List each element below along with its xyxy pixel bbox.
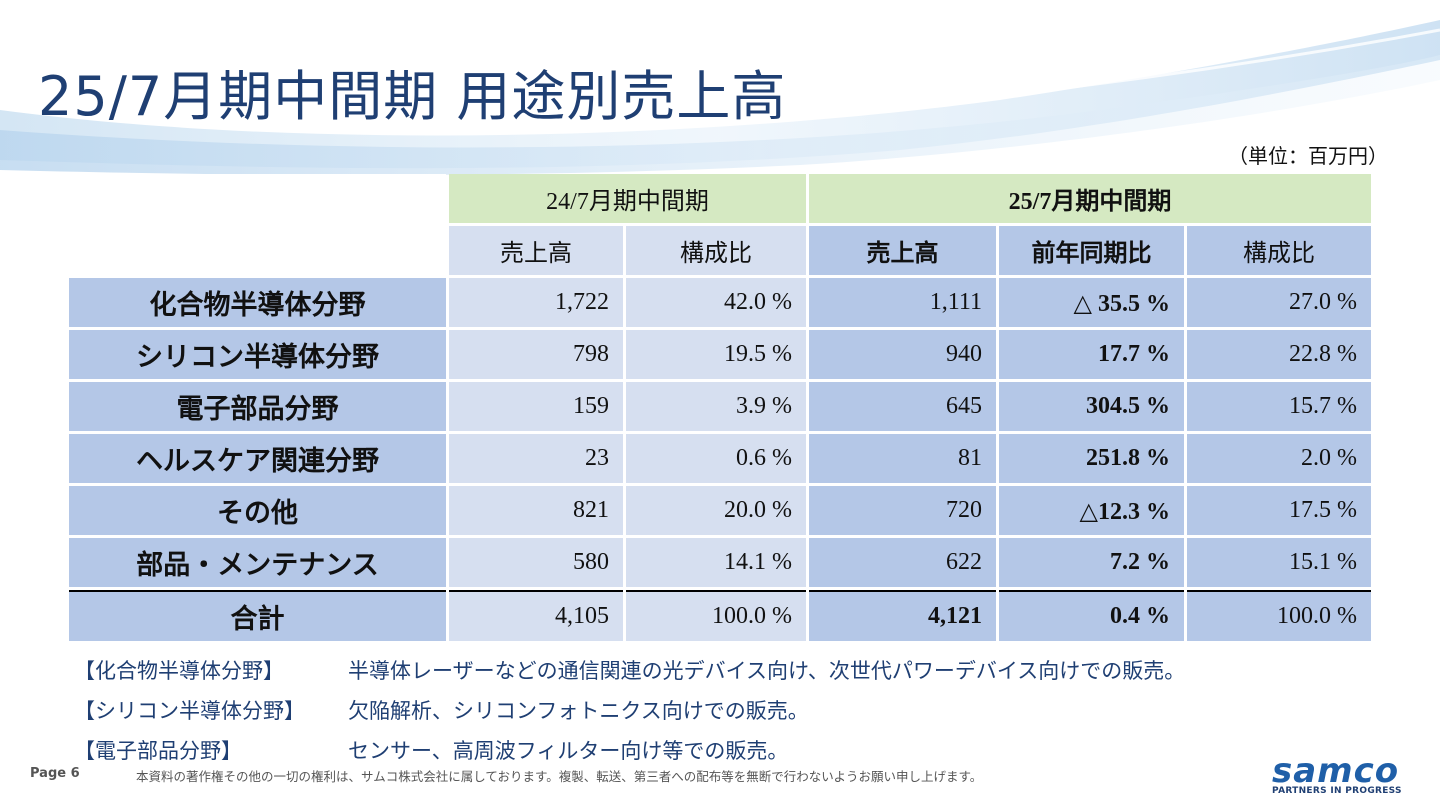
note-item: 【シリコン半導体分野】 欠陥解析、シリコンフォトニクス向けでの販売。 <box>74 690 1185 730</box>
prev-sales-cell: 159 <box>449 382 623 431</box>
curr-ratio-cell: 15.7 % <box>1187 382 1371 431</box>
empty-corner-cell <box>69 226 446 275</box>
row-label: 部品・メンテナンス <box>69 538 446 587</box>
note-item: 【電子部品分野】 センサー、高周波フィルター向け等での販売。 <box>74 730 1185 770</box>
curr-ratio-cell: 15.1 % <box>1187 538 1371 587</box>
yoy-cell: 17.7 % <box>999 330 1184 379</box>
note-key: 【シリコン半導体分野】 <box>74 699 305 723</box>
total-row: 合計 4,105 100.0 % 4,121 0.4 % 100.0 % <box>69 590 1371 641</box>
column-header-row: 売上高 構成比 売上高 前年同期比 構成比 <box>69 226 1371 275</box>
period-header-prev: 24/7月期中間期 <box>449 174 806 223</box>
empty-corner-cell <box>69 174 446 223</box>
curr-ratio-cell: 22.8 % <box>1187 330 1371 379</box>
segment-notes: 【化合物半導体分野】 半導体レーザーなどの通信関連の光デバイス向け、次世代パワー… <box>74 650 1185 770</box>
curr-sales-cell: 940 <box>809 330 996 379</box>
note-key: 【化合物半導体分野】 <box>74 659 284 683</box>
total-prev-ratio: 100.0 % <box>626 590 806 641</box>
prev-sales-cell: 821 <box>449 486 623 535</box>
page-title: 25/7月期中間期 用途別売上高 <box>38 65 787 128</box>
total-yoy: 0.4 % <box>999 590 1184 641</box>
yoy-cell: 304.5 % <box>999 382 1184 431</box>
period-header-curr: 25/7月期中間期 <box>809 174 1371 223</box>
row-label: シリコン半導体分野 <box>69 330 446 379</box>
prev-ratio-cell: 3.9 % <box>626 382 806 431</box>
page-number: Page 6 <box>30 766 80 781</box>
header-swoosh-background <box>0 20 1440 175</box>
curr-sales-cell: 1,111 <box>809 278 996 327</box>
table-row: 部品・メンテナンス 580 14.1 % 622 7.2 % 15.1 % <box>69 538 1371 587</box>
note-text: 半導体レーザーなどの通信関連の光デバイス向け、次世代パワーデバイス向けでの販売。 <box>348 659 1186 683</box>
table-row: 化合物半導体分野 1,722 42.0 % 1,111 △ 35.5 % 27.… <box>69 278 1371 327</box>
prev-sales-cell: 23 <box>449 434 623 483</box>
prev-ratio-cell: 42.0 % <box>626 278 806 327</box>
col-header-prev-ratio: 構成比 <box>626 226 806 275</box>
total-prev-sales: 4,105 <box>449 590 623 641</box>
yoy-cell: 251.8 % <box>999 434 1184 483</box>
prev-ratio-cell: 20.0 % <box>626 486 806 535</box>
col-header-curr-yoy: 前年同期比 <box>999 226 1184 275</box>
curr-sales-cell: 81 <box>809 434 996 483</box>
prev-sales-cell: 1,722 <box>449 278 623 327</box>
col-header-curr-ratio: 構成比 <box>1187 226 1371 275</box>
total-curr-sales: 4,121 <box>809 590 996 641</box>
curr-ratio-cell: 17.5 % <box>1187 486 1371 535</box>
curr-sales-cell: 645 <box>809 382 996 431</box>
col-header-curr-sales: 売上高 <box>809 226 996 275</box>
sales-by-application-table: 24/7月期中間期 25/7月期中間期 売上高 構成比 売上高 前年同期比 構成… <box>66 171 1374 644</box>
logo-wordmark: samco <box>1272 751 1400 791</box>
prev-ratio-cell: 0.6 % <box>626 434 806 483</box>
row-label: 化合物半導体分野 <box>69 278 446 327</box>
row-label: ヘルスケア関連分野 <box>69 434 446 483</box>
yoy-cell: △12.3 % <box>999 486 1184 535</box>
total-curr-ratio: 100.0 % <box>1187 590 1371 641</box>
curr-sales-cell: 720 <box>809 486 996 535</box>
curr-ratio-cell: 2.0 % <box>1187 434 1371 483</box>
note-text: 欠陥解析、シリコンフォトニクス向けでの販売。 <box>348 699 809 723</box>
curr-ratio-cell: 27.0 % <box>1187 278 1371 327</box>
yoy-cell: 7.2 % <box>999 538 1184 587</box>
note-text: センサー、高周波フィルター向け等での販売。 <box>348 739 789 763</box>
row-label: その他 <box>69 486 446 535</box>
yoy-cell: △ 35.5 % <box>999 278 1184 327</box>
table-row: その他 821 20.0 % 720 △12.3 % 17.5 % <box>69 486 1371 535</box>
prev-ratio-cell: 19.5 % <box>626 330 806 379</box>
period-header-row: 24/7月期中間期 25/7月期中間期 <box>69 174 1371 223</box>
curr-sales-cell: 622 <box>809 538 996 587</box>
prev-ratio-cell: 14.1 % <box>626 538 806 587</box>
prev-sales-cell: 798 <box>449 330 623 379</box>
unit-label: （単位：百万円） <box>1228 144 1388 168</box>
logo-tagline: PARTNERS IN PROGRESS <box>1272 786 1402 796</box>
note-key: 【電子部品分野】 <box>74 739 242 763</box>
note-item: 【化合物半導体分野】 半導体レーザーなどの通信関連の光デバイス向け、次世代パワー… <box>74 650 1185 690</box>
col-header-prev-sales: 売上高 <box>449 226 623 275</box>
total-label: 合計 <box>69 590 446 641</box>
table-row: シリコン半導体分野 798 19.5 % 940 17.7 % 22.8 % <box>69 330 1371 379</box>
prev-sales-cell: 580 <box>449 538 623 587</box>
table-row: ヘルスケア関連分野 23 0.6 % 81 251.8 % 2.0 % <box>69 434 1371 483</box>
row-label: 電子部品分野 <box>69 382 446 431</box>
copyright-notice: 本資料の著作権その他の一切の権利は、サムコ株式会社に属しております。複製、転送、… <box>136 769 983 784</box>
samco-logo: samco PARTNERS IN PROGRESS <box>1272 754 1402 796</box>
table-row: 電子部品分野 159 3.9 % 645 304.5 % 15.7 % <box>69 382 1371 431</box>
